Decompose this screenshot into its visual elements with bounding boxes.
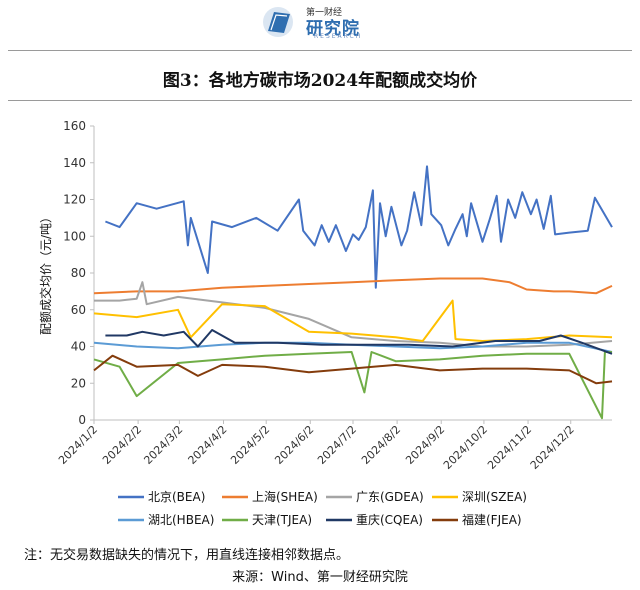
legend-label-1: 北京(BEA)	[148, 490, 205, 504]
y-tick-label: 160	[63, 119, 86, 133]
series-line-6	[93, 351, 612, 420]
series-line-8	[93, 354, 613, 385]
y-tick-label: 60	[71, 303, 86, 317]
legend-label-7: 重庆(CQEA)	[356, 513, 423, 527]
y-tick-label: 120	[63, 193, 86, 207]
x-tick-label: 2024/5/2	[228, 423, 272, 467]
x-tick-label: 2024/4/2	[185, 423, 229, 467]
y-tick-label: 0	[78, 413, 86, 427]
series-line-2	[93, 277, 613, 295]
y-tick-label: 40	[71, 340, 86, 354]
series-line-7	[105, 329, 613, 355]
x-tick-label: 2024/6/2	[272, 423, 316, 467]
y-axis-title: 配额成交均价（元/吨）	[38, 211, 53, 335]
legend-label-5: 湖北(HBEA)	[148, 512, 214, 527]
legend-label-8: 福建(FJEA)	[462, 512, 522, 527]
logo-small-text: 第一财经	[306, 8, 343, 18]
legend-label-6: 天津(TJEA)	[252, 513, 312, 527]
price-line-chart: 0 20 40 60 80 100 120 140 160 配额成交均价（元/吨） 2024/1/2…	[38, 119, 613, 527]
x-tick-label: 2024/8/2	[359, 423, 403, 467]
logo-main-text: 研究院	[306, 19, 360, 39]
x-tick-label: 2024/9/2	[403, 423, 447, 467]
x-tick-label: 2024/3/2	[141, 423, 185, 467]
x-tick-label: 2024/11/2	[485, 423, 534, 472]
logo-mark-icon	[263, 7, 293, 37]
y-tick-label: 20	[71, 376, 86, 390]
legend-label-4: 深圳(SZEA)	[462, 490, 527, 504]
y-tick-label: 100	[63, 229, 86, 243]
y-tick-label: 80	[71, 266, 86, 280]
legend-label-2: 上海(SHEA)	[252, 489, 318, 504]
series-line-1	[105, 165, 613, 289]
series-line-3	[94, 281, 613, 348]
chart-source: 来源：Wind、第一财经研究院	[232, 570, 408, 585]
title-divider	[8, 100, 632, 101]
legend-label-3: 广东(GDEA)	[356, 490, 424, 504]
x-tick-label: 2024/1/2	[56, 423, 100, 467]
x-tick-label: 2024/12/2	[528, 423, 577, 472]
x-tick-label: 2024/2/2	[100, 423, 144, 467]
brand-logo: 第一财经 研究院 RESEARCH	[258, 2, 388, 42]
figure-title: 图3：各地方碳市场2024年配额成交均价	[162, 71, 478, 91]
top-divider	[8, 50, 632, 51]
y-tick-label: 140	[63, 156, 86, 170]
chart-note: 注：无交易数据缺失的情况下，用直线连接相邻数据点。	[24, 548, 350, 563]
logo-sub-text: RESEARCH	[314, 33, 363, 40]
x-tick-label: 2024/10/2	[441, 423, 490, 472]
x-tick-label: 2024/7/2	[315, 423, 359, 467]
